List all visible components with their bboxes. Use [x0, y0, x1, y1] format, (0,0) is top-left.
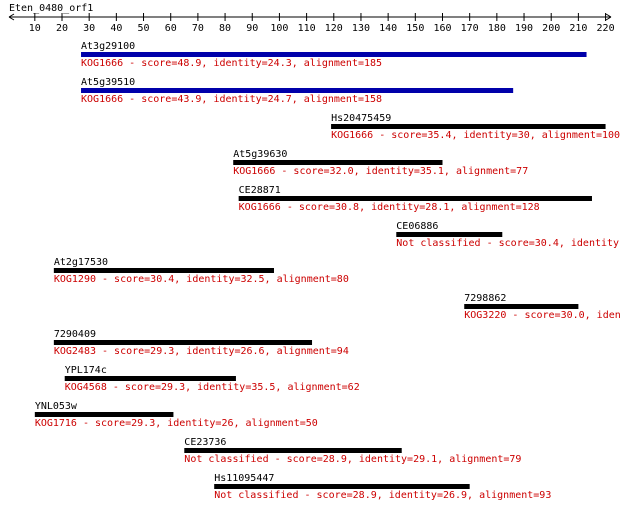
- tick-label: 60: [165, 23, 177, 34]
- hit-bar: [331, 124, 606, 129]
- hit-bar: [81, 88, 514, 93]
- tick-label: 140: [379, 23, 397, 34]
- hit-name: At5g39510: [81, 77, 135, 88]
- tick-label: 10: [29, 23, 41, 34]
- hit-bar: [184, 448, 402, 453]
- tick-label: 40: [110, 23, 122, 34]
- tick-label: 150: [406, 23, 424, 34]
- hit-name: YPL174c: [65, 365, 107, 376]
- tick-label: 130: [352, 23, 370, 34]
- hit-bar: [53, 340, 313, 345]
- hit-name: CE06886: [396, 221, 438, 232]
- tick-label: 100: [270, 23, 288, 34]
- tick-label: 20: [56, 23, 68, 34]
- hit-name: Hs11095447: [214, 473, 274, 484]
- ruler-arrows: [8, 13, 612, 21]
- tick-label: 110: [298, 23, 316, 34]
- tick-label: 190: [515, 23, 533, 34]
- hit-label: Not classified - score=28.9, identity=26…: [214, 490, 551, 501]
- hit-name: CE23736: [184, 437, 226, 448]
- hit-label: KOG1666 - score=43.9, identity=24.7, ali…: [81, 94, 382, 105]
- hit-label: Not classified - score=28.9, identity=29…: [184, 454, 521, 465]
- hit-name: 7290409: [54, 329, 96, 340]
- hit-label: KOG1666 - score=32.0, identity=35.1, ali…: [233, 166, 528, 177]
- hit-bar: [64, 376, 236, 381]
- hit-label: KOG1716 - score=29.3, identity=26, align…: [35, 418, 318, 429]
- sequence-title: Eten_0480_orf1: [9, 3, 93, 14]
- tick-label: 200: [542, 23, 560, 34]
- tick-label: 220: [597, 23, 615, 34]
- hit-label: KOG1666 - score=48.9, identity=24.3, ali…: [81, 58, 382, 69]
- tick-label: 50: [138, 23, 150, 34]
- hit-name: 7298862: [464, 293, 506, 304]
- hit-label: KOG1666 - score=30.8, identity=28.1, ali…: [239, 202, 540, 213]
- tick-label: 180: [488, 23, 506, 34]
- hit-bar: [34, 412, 174, 417]
- hit-label: KOG1290 - score=30.4, identity=32.5, ali…: [54, 274, 349, 285]
- hit-bar: [464, 304, 579, 309]
- tick-label: 80: [219, 23, 231, 34]
- hit-name: At3g29100: [81, 41, 135, 52]
- hit-bar: [233, 160, 443, 165]
- hit-bar: [238, 196, 592, 201]
- hit-name: CE28871: [239, 185, 281, 196]
- hit-label: KOG1666 - score=35.4, identity=30, align…: [331, 130, 620, 141]
- tick-label: 120: [325, 23, 343, 34]
- hit-name: YNL053w: [35, 401, 78, 412]
- hit-name: Hs20475459: [331, 113, 391, 124]
- tick-label: 210: [569, 23, 587, 34]
- hit-name: At5g39630: [233, 149, 287, 160]
- hit-label: Not classified - score=30.4, identity: [396, 238, 619, 249]
- tick-label: 170: [461, 23, 479, 34]
- hit-label: KOG3220 - score=30.0, iden: [464, 310, 620, 321]
- hit-bar: [53, 268, 274, 273]
- hit-bar: [396, 232, 503, 237]
- hit-bar: [214, 484, 470, 489]
- tick-label: 30: [83, 23, 95, 34]
- hit-label: KOG2483 - score=29.3, identity=26.6, ali…: [54, 346, 349, 357]
- hit-name: At2g17530: [54, 257, 108, 268]
- tick-label: 160: [433, 23, 451, 34]
- hit-label: KOG4568 - score=29.3, identity=35.5, ali…: [65, 382, 360, 393]
- tick-label: 70: [192, 23, 204, 34]
- hit-bar: [81, 52, 587, 57]
- tick-label: 90: [246, 23, 258, 34]
